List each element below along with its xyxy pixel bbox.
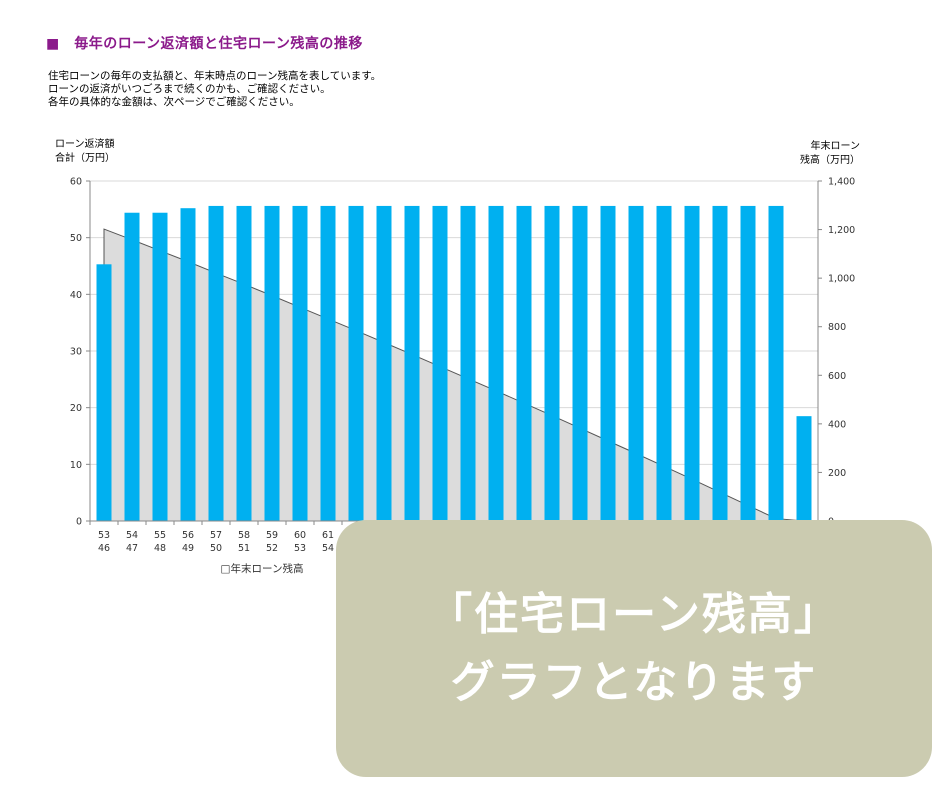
x-tick-label-line-2: 46: [98, 543, 110, 554]
right-tick-label: 1,200: [828, 225, 855, 236]
bar: [292, 205, 308, 521]
left-axis-title-line-1: ローン返済額: [55, 139, 115, 150]
bar: [320, 205, 336, 521]
left-axis-title: ローン返済額 合計（万円）: [55, 138, 115, 166]
x-tick-label-line-1: 55: [154, 530, 166, 541]
x-tick-label-line-1: 56: [182, 530, 194, 541]
left-tick-label: 40: [70, 290, 82, 301]
bar: [600, 205, 616, 521]
x-tick-label-line-2: 49: [182, 543, 194, 554]
right-tick-label: 400: [828, 419, 846, 430]
x-tick-label-line-2: 51: [238, 543, 250, 554]
bar: [404, 205, 420, 521]
bar: [432, 205, 448, 521]
bar: [656, 205, 672, 521]
bar: [236, 205, 252, 521]
bar: [488, 205, 504, 521]
right-axis-title-line-2: 残高（万円）: [800, 155, 860, 166]
bar: [516, 205, 532, 521]
bar: [180, 208, 196, 521]
bar: [628, 205, 644, 521]
right-tick-label: 800: [828, 322, 846, 333]
overlay-line-2: グラフとなります: [450, 656, 818, 708]
bar: [96, 264, 112, 521]
left-tick-label: 50: [70, 233, 82, 244]
legend-label: □年末ローン残高: [221, 562, 304, 575]
x-tick-label-line-2: 50: [210, 543, 222, 554]
bar: [796, 416, 812, 521]
x-tick-label-line-1: 53: [98, 530, 110, 541]
bar: [376, 205, 392, 521]
right-axis-title-line-1: 年末ローン: [810, 141, 861, 152]
intro-line-3: 各年の具体的な金額は、次ページでご確認ください。: [48, 96, 300, 108]
left-tick-label: 60: [70, 177, 82, 188]
left-tick-label: 30: [70, 347, 82, 358]
bar: [684, 205, 700, 521]
right-tick-label: 1,400: [828, 177, 855, 188]
left-tick-label: 20: [70, 403, 82, 414]
x-tick-label-line-2: 54: [322, 543, 334, 554]
overlay-line-1: 「住宅ローン残高」: [428, 588, 840, 640]
right-tick-label: 1,000: [828, 274, 855, 285]
x-tick-label-line-1: 54: [126, 530, 138, 541]
bar: [544, 205, 560, 521]
bar: [124, 212, 140, 521]
bar: [712, 205, 728, 521]
bar: [348, 205, 364, 521]
bar: [740, 205, 756, 521]
left-tick-label: 0: [76, 517, 82, 528]
intro-text: 住宅ローンの毎年の支払額と、年末時点のローン残高を表しています。 ローンの返済が…: [48, 70, 381, 109]
left-axis-title-line-2: 合計（万円）: [55, 153, 115, 164]
overlay-caption-box: 「住宅ローン残高」 グラフとなります: [336, 520, 932, 777]
x-tick-label-line-2: 53: [294, 543, 306, 554]
bar: [152, 212, 168, 521]
bar: [460, 205, 476, 521]
left-tick-label: 10: [70, 460, 82, 471]
x-tick-label-line-2: 52: [266, 543, 278, 554]
x-tick-label-line-2: 48: [154, 543, 166, 554]
bar: [572, 205, 588, 521]
bar: [768, 205, 784, 521]
bar: [264, 205, 280, 521]
x-tick-label-line-2: 47: [126, 543, 138, 554]
x-tick-label-line-1: 61: [322, 530, 334, 541]
intro-line-1: 住宅ローンの毎年の支払額と、年末時点のローン残高を表しています。: [48, 70, 382, 82]
right-tick-label: 200: [828, 468, 846, 479]
intro-line-2: ローンの返済がいつごろまで続くのかも、ご確認ください。: [48, 83, 331, 95]
x-tick-label-line-1: 57: [210, 530, 222, 541]
right-tick-label: 600: [828, 371, 846, 382]
x-tick-label-line-1: 58: [238, 530, 250, 541]
section-title: ■ 毎年のローン返済額と住宅ローン残高の推移: [46, 36, 363, 52]
right-axis-title: 年末ローン 残高（万円）: [790, 140, 860, 168]
x-tick-label-line-1: 60: [294, 530, 306, 541]
x-tick-label-line-1: 59: [266, 530, 278, 541]
bar: [208, 205, 224, 521]
